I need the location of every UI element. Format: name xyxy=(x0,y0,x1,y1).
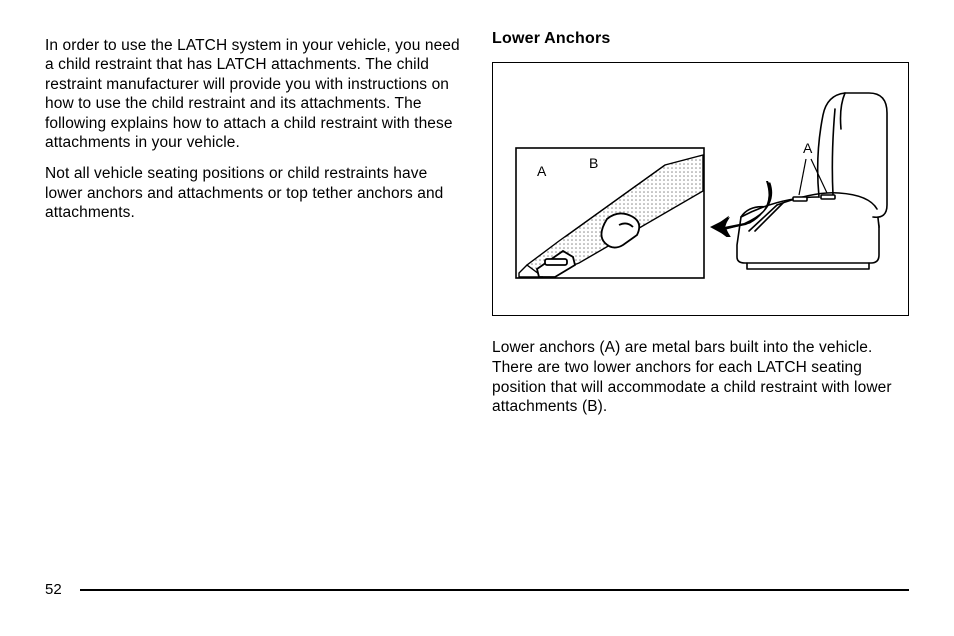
svg-text:A: A xyxy=(803,140,813,156)
paragraph-1: In order to use the LATCH system in your… xyxy=(45,36,462,152)
paragraph-2: Not all vehicle seating positions or chi… xyxy=(45,164,462,222)
figure-lower-anchors: A xyxy=(492,62,909,316)
page-content: In order to use the LATCH system in your… xyxy=(0,0,954,417)
arrow-icon xyxy=(708,177,778,237)
right-column: Lower Anchors xyxy=(492,30,909,417)
label-b-detail: B xyxy=(589,155,598,171)
label-a-detail: A xyxy=(537,163,546,179)
figure-caption: Lower anchors (A) are metal bars built i… xyxy=(492,338,909,417)
section-header-lower-anchors: Lower Anchors xyxy=(492,30,909,48)
footer-rule xyxy=(80,589,909,591)
page-footer: 52 xyxy=(45,581,909,598)
page-number: 52 xyxy=(45,581,62,598)
left-column: In order to use the LATCH system in your… xyxy=(45,30,462,417)
